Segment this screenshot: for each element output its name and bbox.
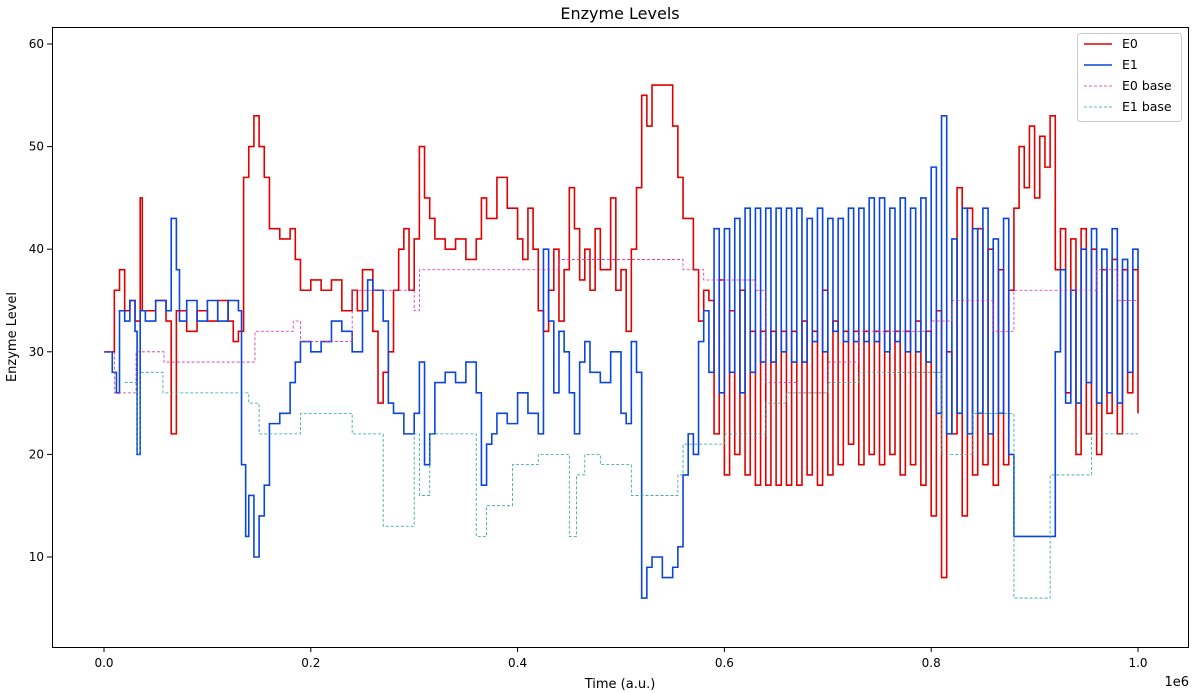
x-tick-label: 0.0 <box>94 656 113 670</box>
series-line-e0-base <box>104 259 1138 394</box>
series-line-e1-base <box>124 371 1138 599</box>
y-tick-label: 10 <box>29 550 44 564</box>
y-tick-label: 40 <box>29 242 44 256</box>
series-line-e1 <box>104 115 1139 599</box>
x-tick-label: 0.8 <box>922 656 941 670</box>
y-tick-label: 30 <box>29 345 44 359</box>
series-line-e0 <box>104 84 1139 579</box>
legend: E0 E1 E0 base E1 base <box>1077 33 1182 122</box>
legend-label: E0 <box>1122 36 1138 51</box>
y-tick-label: 60 <box>29 37 44 51</box>
legend-label: E1 <box>1122 57 1138 72</box>
y-axis-label: Enzyme Level <box>5 292 20 382</box>
legend-label: E0 base <box>1122 78 1172 93</box>
x-tick-label: 0.2 <box>301 656 320 670</box>
x-tick-label: 0.6 <box>715 656 734 670</box>
y-tick-label: 20 <box>29 447 44 461</box>
x-offset-label: 1e6 <box>1164 675 1189 690</box>
x-axis-label: Time (a.u.) <box>584 677 656 692</box>
chart-title: Enzyme Levels <box>560 4 679 23</box>
plot-frame <box>52 27 1189 648</box>
legend-label: E1 base <box>1122 99 1172 114</box>
x-tick-label: 1.0 <box>1128 656 1147 670</box>
x-tick-label: 0.4 <box>508 656 527 670</box>
y-tick-label: 50 <box>29 140 44 154</box>
